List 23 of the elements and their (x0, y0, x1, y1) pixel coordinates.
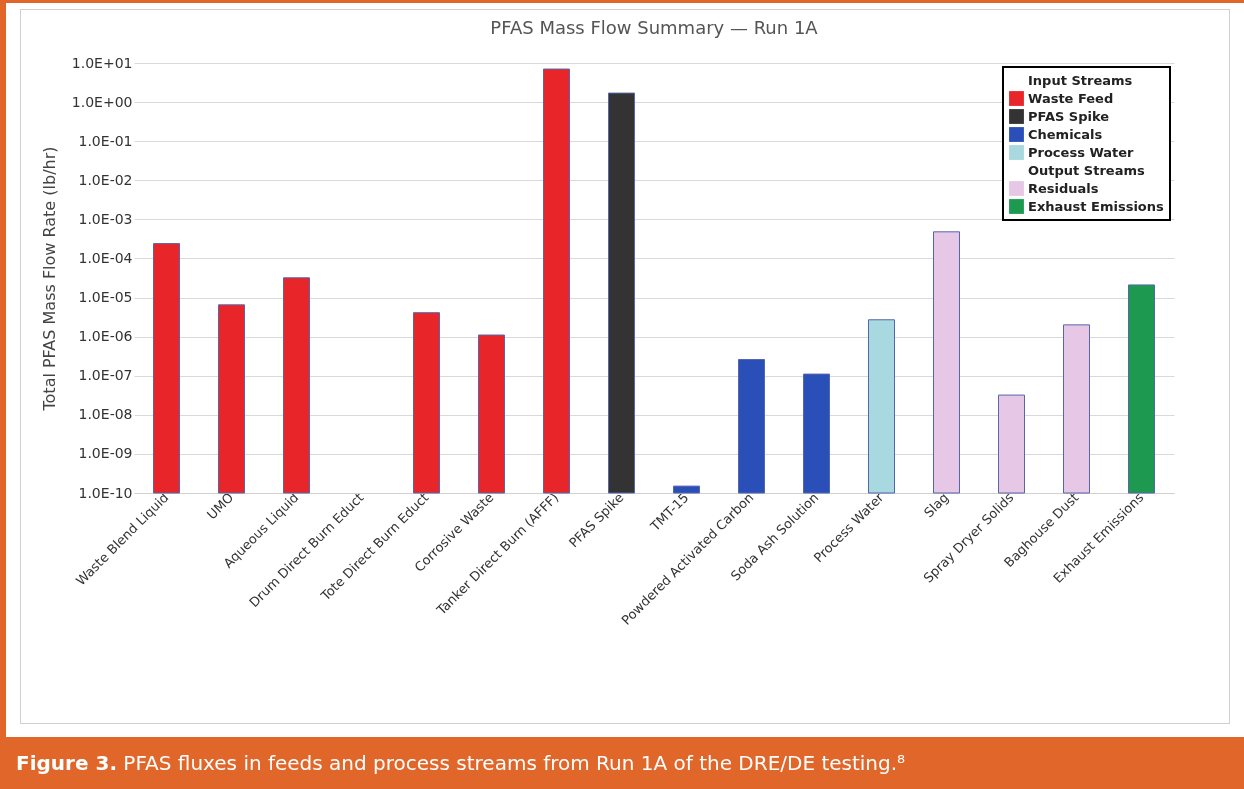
y-tick-label: 1.0E-03 (78, 210, 133, 227)
chart-title: PFAS Mass Flow Summary — Run 1A (490, 17, 819, 38)
legend-label: Residuals (1028, 180, 1099, 196)
y-tick-label: 1.0E+00 (71, 93, 133, 110)
y-tick-label: 1.0E-07 (78, 367, 133, 384)
y-tick-label: 1.0E-05 (78, 289, 133, 306)
y-tick-label: 1.0E-09 (78, 445, 133, 462)
legend-label: Process Water (1028, 144, 1135, 160)
annotation: Output Streams (1028, 162, 1145, 178)
annotation: Input Streams (1028, 72, 1133, 88)
y-tick-label: 1.0E-02 (78, 171, 133, 188)
y-tick-label: 1.0E-04 (78, 249, 133, 266)
legend-label: Exhaust Emissions (1028, 198, 1165, 214)
y-tick-label: 1.0E-08 (78, 406, 133, 423)
y-tick-label: 1.0E-06 (78, 328, 133, 345)
legend-label: PFAS Spike (1028, 108, 1110, 124)
y-tick-label: 1.0E-10 (78, 484, 133, 501)
legend-label: Chemicals (1028, 126, 1103, 142)
y-tick-label: 1.0E-01 (78, 132, 133, 149)
y-tick-label: 1.0E+01 (71, 54, 133, 71)
caption: Figure 3. PFAS fluxes in feeds and process streams from Run 1A of the DRE/DE testing.⁸ (0, 737, 1244, 789)
legend-label: Waste Feed (1028, 90, 1114, 106)
y-axis-title: Total PFAS Mass Flow Rate (lb/hr) (39, 146, 59, 412)
